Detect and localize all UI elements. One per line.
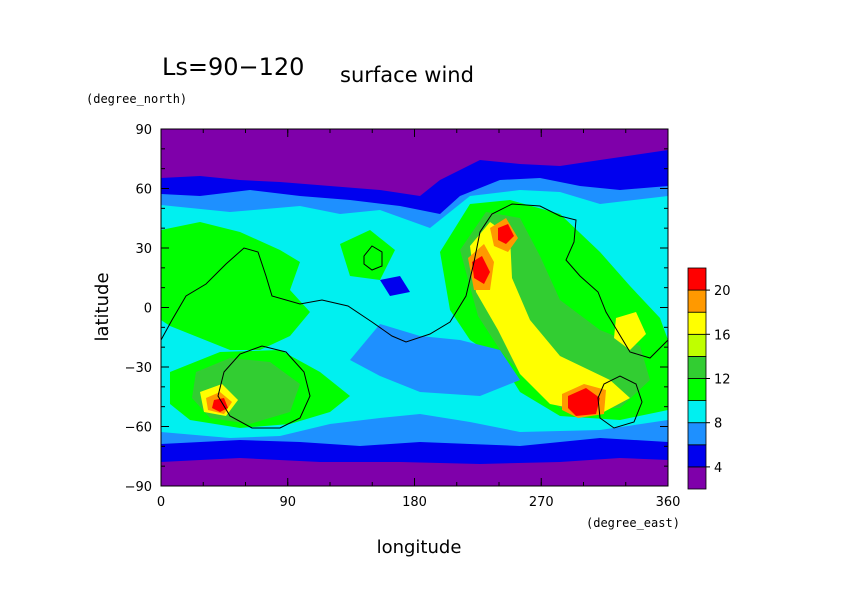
colorbar-swatch	[687, 444, 707, 468]
colorbar-swatch	[687, 422, 707, 446]
contour-blue-patch-2	[380, 276, 410, 296]
contour-band-purple-north	[161, 129, 668, 196]
colorbar-tick-label: 20	[714, 284, 731, 299]
colorbar-tick-label: 4	[714, 461, 722, 476]
topography-line-hill-north	[363, 245, 383, 271]
topography-line-crater-east	[597, 375, 643, 429]
colorbar-swatch	[687, 466, 707, 490]
wind-field-contours	[161, 129, 668, 486]
colorbar-swatch	[687, 400, 707, 424]
contour-peak-red-1	[472, 256, 490, 284]
colorbar-swatch	[687, 311, 707, 335]
axes-ticks	[160, 128, 669, 487]
y-tick-label: −90	[125, 480, 152, 495]
y-tick-label: 90	[135, 123, 152, 138]
colorbar-swatch	[687, 333, 707, 357]
topography-line-crater-west	[217, 345, 311, 429]
x-tick-labels: 0 90 180 270 360	[157, 495, 681, 510]
topography-line-main	[161, 203, 668, 359]
chart-subtitle: surface wind	[340, 63, 474, 87]
colorbar-swatch	[687, 289, 707, 313]
x-tick-label: 270	[529, 495, 554, 510]
y-axis-unit: (degree_north)	[86, 92, 187, 106]
contour-peak-red-4	[212, 398, 228, 412]
contour-peak-red-2	[498, 224, 514, 244]
colorbar-swatch	[687, 355, 707, 379]
x-tick-label: 360	[656, 495, 681, 510]
colorbar-swatch	[687, 267, 707, 291]
x-tick-label: 180	[402, 495, 427, 510]
x-tick-label: 90	[279, 495, 296, 510]
y-tick-label: −60	[125, 421, 152, 436]
colorbar-tick-label: 12	[714, 373, 731, 388]
colorbar-tick-label: 16	[714, 328, 731, 343]
y-tick-label: −30	[125, 361, 152, 376]
x-axis-label: longitude	[377, 537, 462, 558]
contour-peak-red-3	[568, 388, 600, 416]
y-axis-label: latitude	[92, 272, 113, 341]
x-tick-label: 0	[157, 495, 165, 510]
colorbar	[687, 267, 707, 490]
contour-band-yellow-east	[470, 222, 630, 414]
y-tick-label: 0	[144, 302, 152, 317]
contour-band-green-mid	[340, 230, 395, 280]
x-axis-unit: (degree_east)	[586, 516, 680, 530]
y-tick-label: 30	[135, 242, 152, 257]
y-tick-labels: 90 60 30 0 −30 −60 −90	[125, 123, 152, 495]
topography-outline	[161, 203, 668, 429]
colorbar-tick-labels: 4 8 12 16 20	[706, 284, 731, 476]
contour-band-green-west	[161, 222, 310, 350]
chart-title: Ls=90−120	[162, 53, 304, 81]
colorbar-swatch	[687, 378, 707, 402]
colorbar-tick-label: 8	[714, 417, 722, 432]
contour-band-yellow-far-east	[614, 312, 646, 350]
y-tick-label: 60	[135, 183, 152, 198]
contour-blue-patch-1	[350, 324, 520, 396]
